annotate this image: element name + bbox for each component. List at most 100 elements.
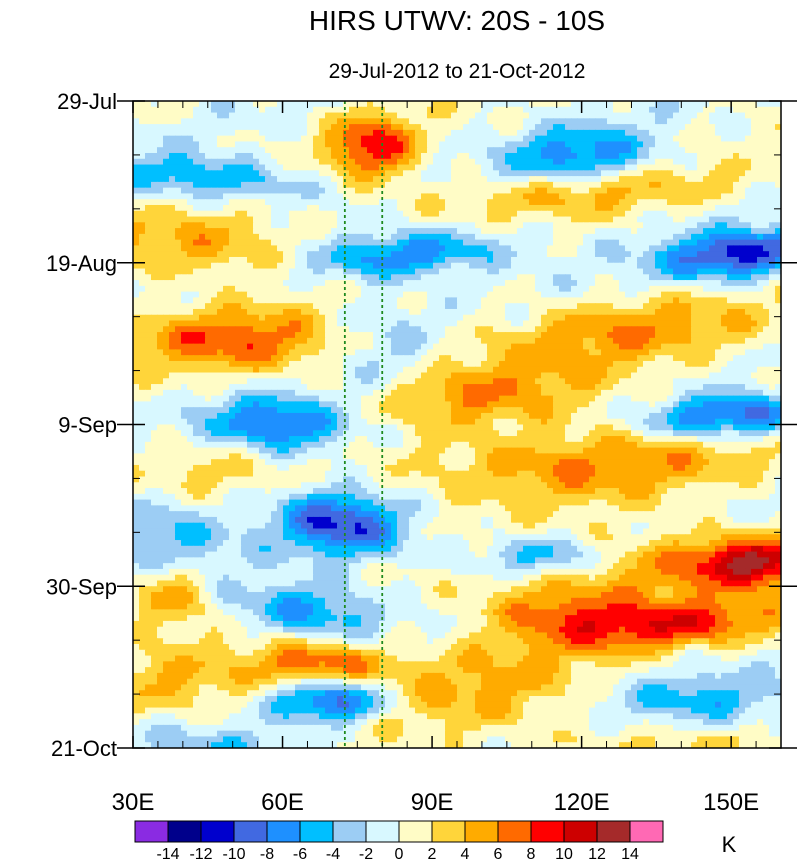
contour-cell: [223, 251, 230, 258]
contour-cell: [175, 216, 182, 223]
contour-cell: [643, 251, 650, 258]
contour-cell: [169, 332, 176, 339]
contour-cell: [595, 164, 602, 171]
contour-cell: [265, 332, 272, 339]
contour-cell: [289, 112, 296, 119]
contour-cell: [247, 332, 254, 339]
contour-cell: [139, 176, 146, 183]
contour-cell: [241, 193, 248, 200]
contour-cell: [667, 239, 674, 247]
contour-cell: [727, 233, 734, 241]
contour-cell: [253, 193, 260, 200]
contour-cell: [655, 164, 662, 171]
contour-cell: [211, 280, 218, 287]
contour-cell: [739, 274, 746, 281]
contour-cell: [391, 245, 398, 252]
contour-cell: [493, 193, 500, 200]
contour-cell: [505, 101, 512, 108]
contour-cell: [559, 256, 566, 264]
contour-cell: [565, 176, 572, 183]
contour-cell: [553, 343, 560, 351]
contour-cell: [367, 262, 374, 270]
contour-cell: [547, 187, 554, 195]
contour-cell: [133, 360, 140, 368]
contour-cell: [547, 141, 554, 148]
contour-cell: [661, 291, 668, 299]
contour-cell: [199, 326, 206, 333]
contour-cell: [319, 141, 326, 148]
contour-cell: [427, 262, 434, 270]
contour-cell: [319, 233, 326, 241]
contour-cell: [685, 106, 692, 114]
contour-cell: [175, 222, 182, 229]
contour-cell: [409, 118, 416, 125]
contour-cell: [577, 349, 584, 356]
contour-cell: [307, 280, 314, 287]
contour-cell: [577, 147, 584, 154]
contour-cell: [259, 112, 266, 119]
contour-cell: [403, 251, 410, 258]
contour-cell: [157, 176, 164, 183]
contour-cell: [355, 233, 362, 241]
contour-cell: [385, 187, 392, 195]
contour-cell: [151, 101, 158, 108]
contour-cell: [445, 158, 452, 166]
contour-cell: [409, 199, 416, 206]
contour-cell: [349, 245, 356, 252]
contour-cell: [193, 216, 200, 223]
contour-cell: [685, 216, 692, 223]
contour-cell: [583, 320, 590, 327]
contour-cell: [247, 303, 254, 310]
contour-cell: [649, 193, 656, 200]
contour-cell: [715, 170, 722, 177]
contour-cell: [301, 101, 308, 108]
contour-cell: [631, 349, 638, 356]
contour-cell: [241, 112, 248, 119]
contour-cell: [181, 118, 188, 125]
contour-cell: [457, 320, 464, 327]
contour-cell: [655, 158, 662, 166]
contour-cell: [745, 187, 752, 195]
contour-cell: [139, 135, 146, 143]
contour-cell: [751, 135, 758, 143]
contour-cell: [265, 181, 272, 189]
contour-cell: [481, 355, 488, 362]
contour-cell: [745, 280, 752, 287]
contour-cell: [199, 268, 206, 275]
contour-cell: [733, 210, 740, 218]
contour-cell: [457, 337, 464, 345]
contour-cell: [517, 239, 524, 247]
contour-cell: [703, 314, 710, 322]
contour-cell: [463, 222, 470, 229]
contour-cell: [391, 251, 398, 258]
contour-cell: [757, 216, 764, 223]
contour-cell: [775, 101, 781, 108]
contour-cell: [523, 152, 530, 160]
contour-cell: [493, 251, 500, 258]
contour-cell: [241, 314, 248, 322]
contour-cell: [385, 216, 392, 223]
contour-cell: [187, 303, 194, 310]
contour-cell: [565, 245, 572, 252]
contour-cell: [547, 274, 554, 281]
contour-cell: [421, 124, 428, 131]
contour-cell: [727, 135, 734, 143]
contour-cell: [223, 101, 230, 108]
contour-cell: [583, 158, 590, 166]
contour-cell: [565, 118, 572, 125]
contour-cell: [757, 233, 764, 241]
contour-cell: [445, 360, 452, 368]
contour-cell: [373, 222, 380, 229]
contour-cell: [307, 245, 314, 252]
contour-cell: [595, 332, 602, 339]
contour-cell: [649, 280, 656, 287]
contour-cell: [223, 332, 230, 339]
contour-cell: [763, 210, 770, 218]
contour-cell: [697, 268, 704, 275]
contour-cell: [763, 152, 770, 160]
contour-cell: [541, 210, 548, 218]
contour-cell: [133, 366, 140, 374]
contour-cell: [475, 274, 482, 281]
contour-cell: [175, 181, 182, 189]
